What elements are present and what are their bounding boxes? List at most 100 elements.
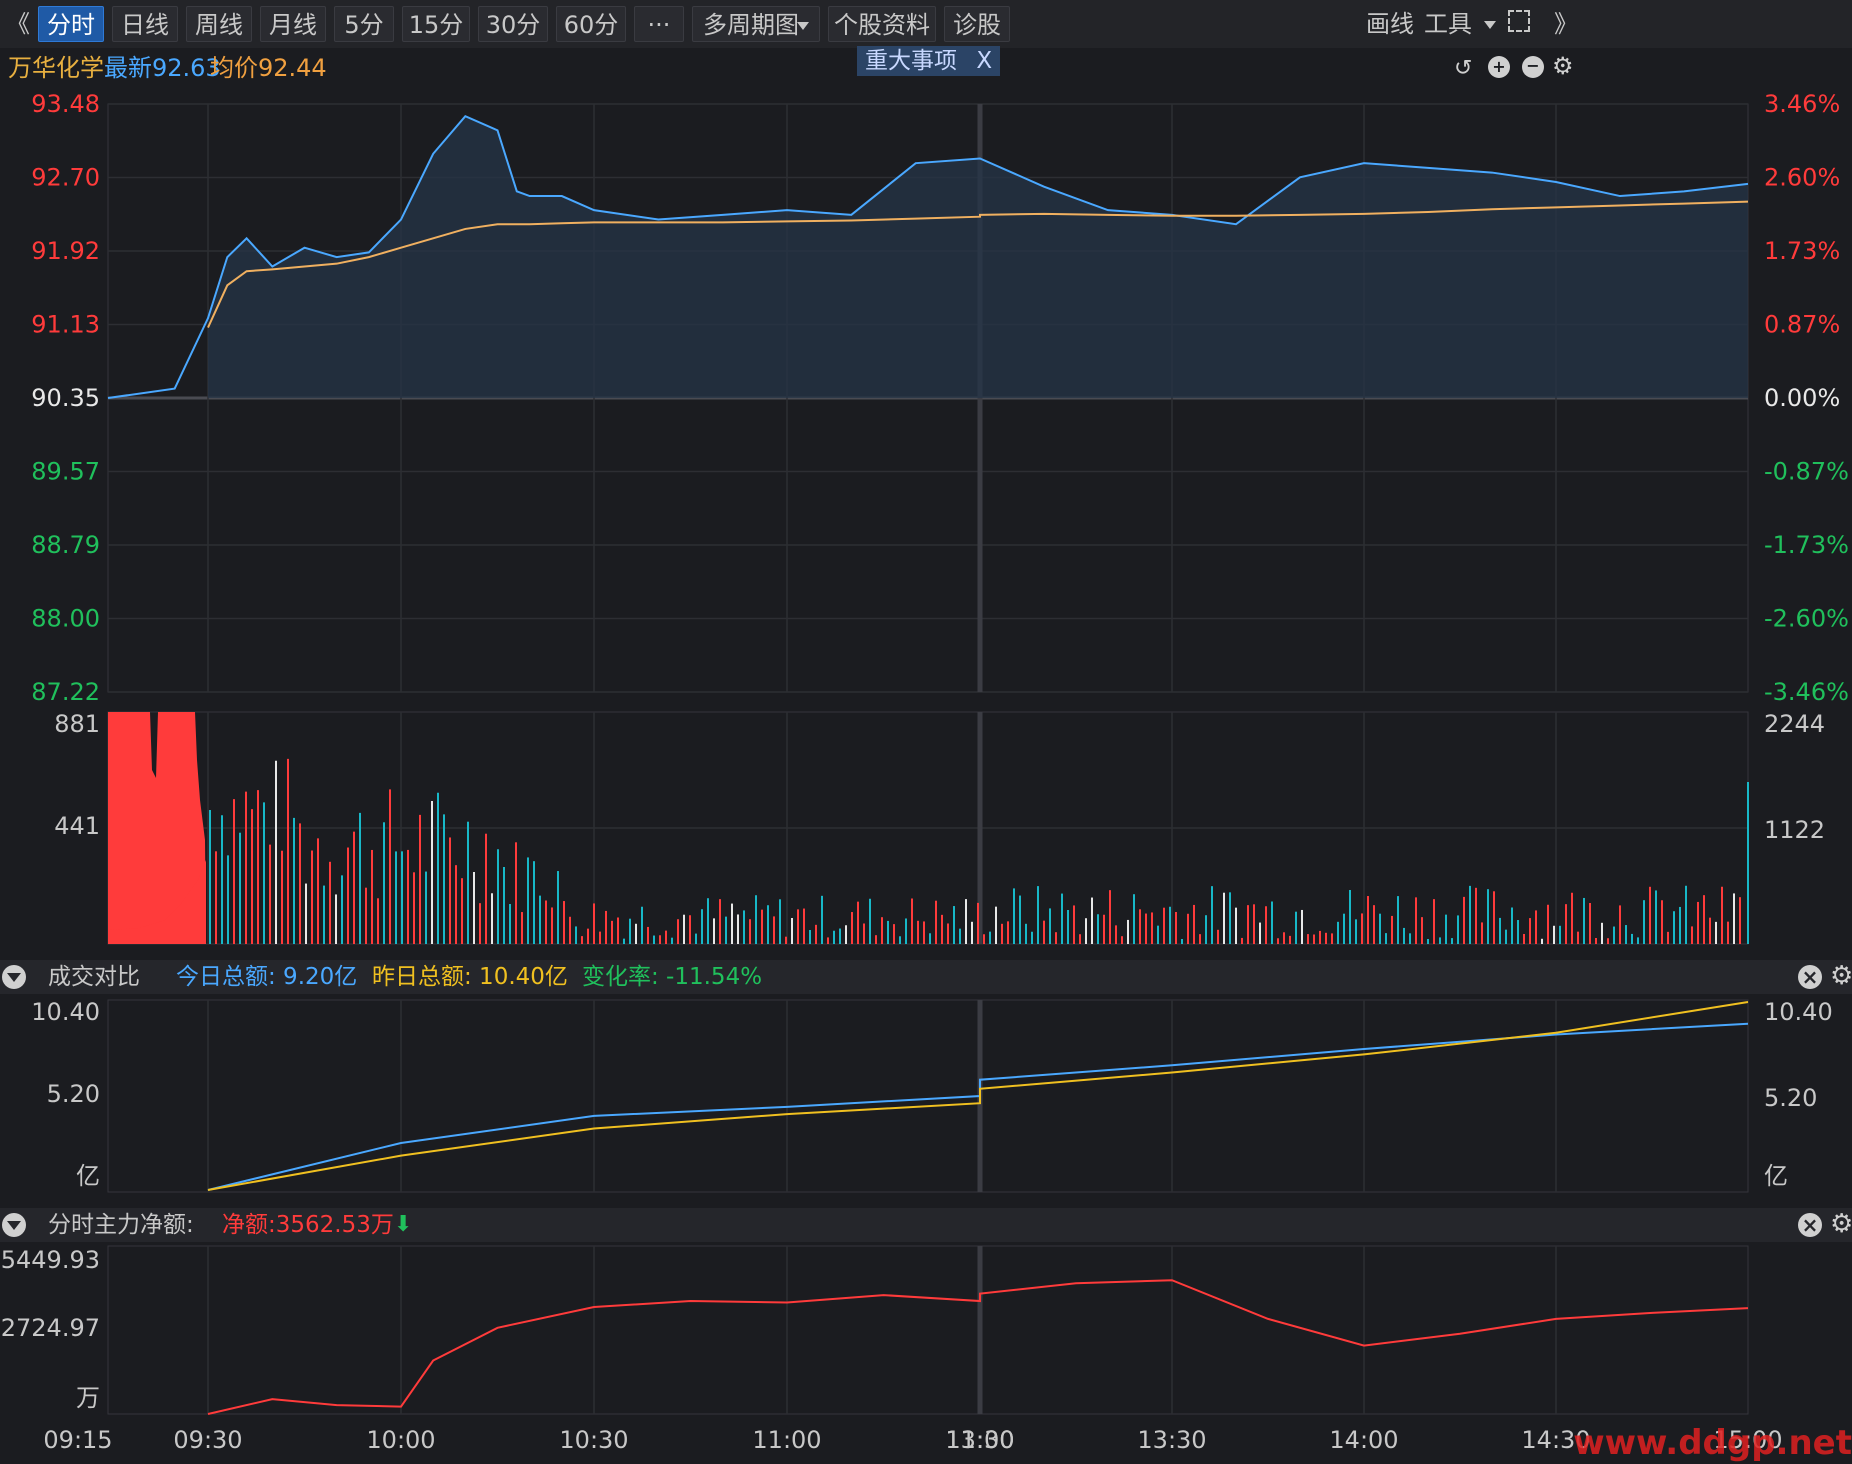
today-total: 今日总额: 9.20亿 — [176, 964, 358, 990]
arrow-down-icon: ⬇ — [394, 1212, 413, 1237]
price-area-fill — [208, 116, 1748, 398]
tab-daily[interactable]: 日线 — [112, 6, 178, 42]
price-tick-label: 92.70 — [31, 164, 100, 192]
watermark: www.ddgp.net — [1573, 1423, 1852, 1463]
net-amount: 净额:3562.53万 — [222, 1212, 394, 1238]
tools-dropdown[interactable]: 工具 — [1424, 6, 1496, 42]
time-tick-label: 11:30 — [945, 1426, 1014, 1454]
multi-period-label: 多周期图 — [703, 11, 799, 39]
tab-30min[interactable]: 30分 — [478, 6, 548, 42]
major-event-label: 重大事项 — [865, 48, 957, 74]
tab-intraday[interactable]: 分时 — [38, 6, 104, 42]
time-tick-label: 10:00 — [366, 1426, 435, 1454]
more-periods-button[interactable]: ··· — [634, 6, 684, 42]
stock-name: 万华化学 — [8, 54, 104, 82]
time-tick-label: 10:30 — [559, 1426, 628, 1454]
flow-tick-label: 2724.97 — [1, 1314, 100, 1342]
percent-tick-label: 0.00% — [1764, 384, 1840, 412]
flow-tick-label: 5449.93 — [1, 1246, 100, 1274]
settings-gear-icon[interactable]: ⚙ — [1552, 52, 1574, 80]
tab-15min[interactable]: 15分 — [402, 6, 470, 42]
price-tick-label: 90.35 — [31, 384, 100, 412]
time-tick-label: 15:00 — [1713, 1426, 1782, 1454]
volume-tick-label: 881 — [54, 710, 100, 738]
percent-tick-label: -3.46% — [1764, 678, 1849, 706]
compare-unit-label: 亿 — [76, 1162, 100, 1190]
percent-tick-label: -1.73% — [1764, 531, 1849, 559]
compare-tick-label: 5.20 — [47, 1080, 100, 1108]
tab-weekly[interactable]: 周线 — [186, 6, 252, 42]
price-tick-label: 91.92 — [31, 237, 100, 265]
major-event-tag[interactable]: 重大事项 X — [857, 46, 1001, 76]
multi-period-dropdown[interactable]: 多周期图 — [692, 6, 820, 42]
flow-unit-label: 万 — [76, 1384, 100, 1412]
yesterday-total: 昨日总额: 10.40亿 — [372, 964, 568, 990]
fullscreen-icon[interactable] — [1508, 10, 1530, 32]
time-tick-label: 09:15 — [43, 1426, 112, 1454]
percent-tick-label: -0.87% — [1764, 458, 1849, 486]
compare-unit-label: 亿 — [1764, 1162, 1788, 1190]
tab-5min[interactable]: 5分 — [334, 6, 394, 42]
percent-tick-label: 2.60% — [1764, 164, 1840, 192]
close-icon[interactable]: X — [976, 48, 993, 74]
gear-icon[interactable]: ⚙ — [1830, 1209, 1852, 1239]
percent-tick-label: 3.46% — [1764, 90, 1840, 118]
net-flow-line — [207, 1279, 1749, 1415]
price-tick-label: 88.79 — [31, 531, 100, 559]
auction-buy-volume — [108, 860, 206, 944]
price-line — [107, 114, 1749, 399]
collapse-left-icon[interactable]: 《 — [6, 10, 30, 38]
zoom-in-icon[interactable]: + — [1488, 56, 1510, 78]
compare-tick-label: 10.40 — [1764, 998, 1833, 1026]
price-tick-label: 87.22 — [31, 678, 100, 706]
flow-title: 分时主力净额: — [48, 1212, 194, 1238]
volume-compare-header: 成交对比 今日总额: 9.20亿 昨日总额: 10.40亿 变化率: -11.5… — [0, 960, 1852, 994]
compare-tick-label: 5.20 — [1764, 1084, 1817, 1112]
price-tick-label: 93.48 — [31, 90, 100, 118]
period-toolbar: 《 分时 日线 周线 月线 5分 15分 30分 60分 ··· 多周期图 个股… — [0, 0, 1852, 49]
collapse-triangle-icon[interactable] — [2, 965, 26, 989]
avg-price-line — [207, 200, 1749, 328]
avg-price: 均价92.44 — [210, 54, 327, 82]
price-tick-label: 91.13 — [31, 311, 100, 339]
percent-tick-label: -2.60% — [1764, 605, 1849, 633]
close-icon[interactable]: × — [1798, 1213, 1822, 1237]
latest-price: 最新92.63 — [104, 54, 221, 82]
tab-60min[interactable]: 60分 — [556, 6, 626, 42]
collapse-right-icon[interactable]: 》 — [1554, 10, 1578, 38]
draw-line-button[interactable]: 画线 — [1366, 10, 1414, 38]
quote-info-bar: 万华化学 最新92.63 均价92.44 ↺ + − ⚙ — [0, 48, 1852, 86]
time-tick-label: 14:00 — [1329, 1426, 1398, 1454]
compare-title: 成交对比 — [48, 964, 140, 990]
price-tick-label: 89.57 — [31, 458, 100, 486]
percent-tick-label: 0.87% — [1764, 311, 1840, 339]
chevron-down-icon — [1483, 21, 1496, 29]
time-tick-label: 13:00 — [945, 1426, 1014, 1454]
auction-sell-volume — [108, 712, 206, 944]
time-tick-label: 13:30 — [1137, 1426, 1206, 1454]
chevron-down-icon — [797, 22, 809, 30]
close-icon[interactable]: × — [1798, 965, 1822, 989]
tab-diagnosis[interactable]: 诊股 — [944, 6, 1010, 42]
tools-label: 工具 — [1424, 10, 1472, 38]
change-rate: 变化率: -11.54% — [582, 964, 763, 990]
tab-stock-profile[interactable]: 个股资料 — [828, 6, 936, 42]
percent-tick-label: 1.73% — [1764, 237, 1840, 265]
zoom-out-icon[interactable]: − — [1522, 56, 1544, 78]
time-tick-label: 09:30 — [173, 1426, 242, 1454]
collapse-triangle-icon[interactable] — [2, 1213, 26, 1237]
flow-plot-area[interactable] — [107, 1245, 1749, 1415]
tab-monthly[interactable]: 月线 — [260, 6, 326, 42]
compare-tick-label: 10.40 — [31, 998, 100, 1026]
price-tick-label: 88.00 — [31, 605, 100, 633]
main-flow-header: 分时主力净额: 净额:3562.53万 ⬇ × ⚙ — [0, 1208, 1852, 1242]
gear-icon[interactable]: ⚙ — [1830, 961, 1852, 991]
volume-tick-label: 2244 — [1764, 710, 1825, 738]
undo-icon[interactable]: ↺ — [1454, 56, 1473, 81]
yesterday-volume-line — [207, 1001, 1749, 1191]
time-tick-label: 11:00 — [752, 1426, 821, 1454]
volume-tick-label: 1122 — [1764, 816, 1825, 844]
time-tick-label: 14:30 — [1521, 1426, 1590, 1454]
volume-tick-label: 441 — [54, 812, 100, 840]
